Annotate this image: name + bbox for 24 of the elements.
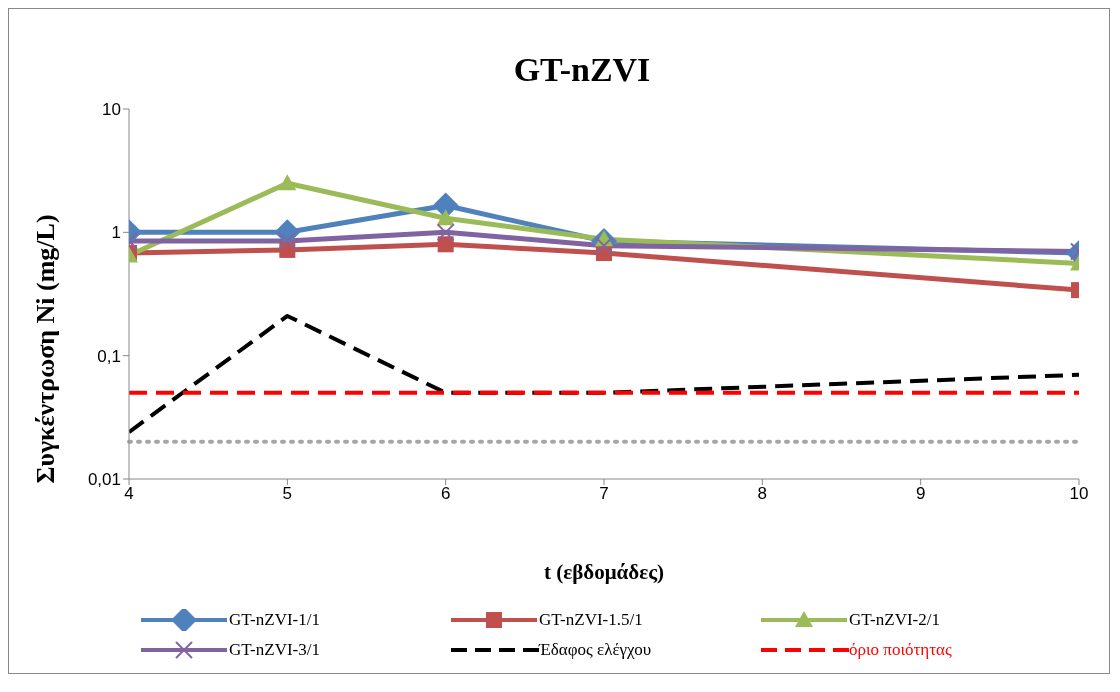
y-tick-label: 0,01 — [87, 470, 121, 490]
legend-label: Έδαφος ελέγχου — [539, 640, 652, 660]
point — [436, 209, 455, 226]
x-tick-label: 4 — [124, 484, 134, 504]
x-tick-label: 8 — [757, 484, 768, 504]
y-axis-title: Συγκέντρωση Ni (mg/L) — [31, 214, 60, 484]
x-tick-label: 7 — [599, 484, 609, 504]
legend-label: GT-nZVI-2/1 — [849, 610, 940, 630]
x-tick-label: 10 — [1069, 484, 1089, 504]
line-series — [129, 313, 1079, 435]
chart-title: GT-nZVI — [513, 51, 651, 88]
y-tick-label: 1 — [111, 223, 121, 243]
y-tick-label: 10 — [102, 100, 121, 120]
x-axis-title: t (εβδομάδες) — [543, 560, 665, 584]
point — [437, 236, 454, 253]
legend-label: όριο ποιότητας — [849, 640, 952, 660]
x-tick-label: 5 — [282, 484, 293, 504]
x-tick-label: 9 — [915, 484, 926, 504]
point — [278, 174, 297, 191]
legend-label: GT-nZVI-3/1 — [229, 640, 320, 660]
x-tick-label: 6 — [440, 484, 451, 504]
y-tick-label: 0,1 — [97, 346, 121, 366]
legend-label: GT-nZVI-1/1 — [229, 610, 320, 630]
legend-label: GT-nZVI-1.5/1 — [539, 610, 643, 630]
